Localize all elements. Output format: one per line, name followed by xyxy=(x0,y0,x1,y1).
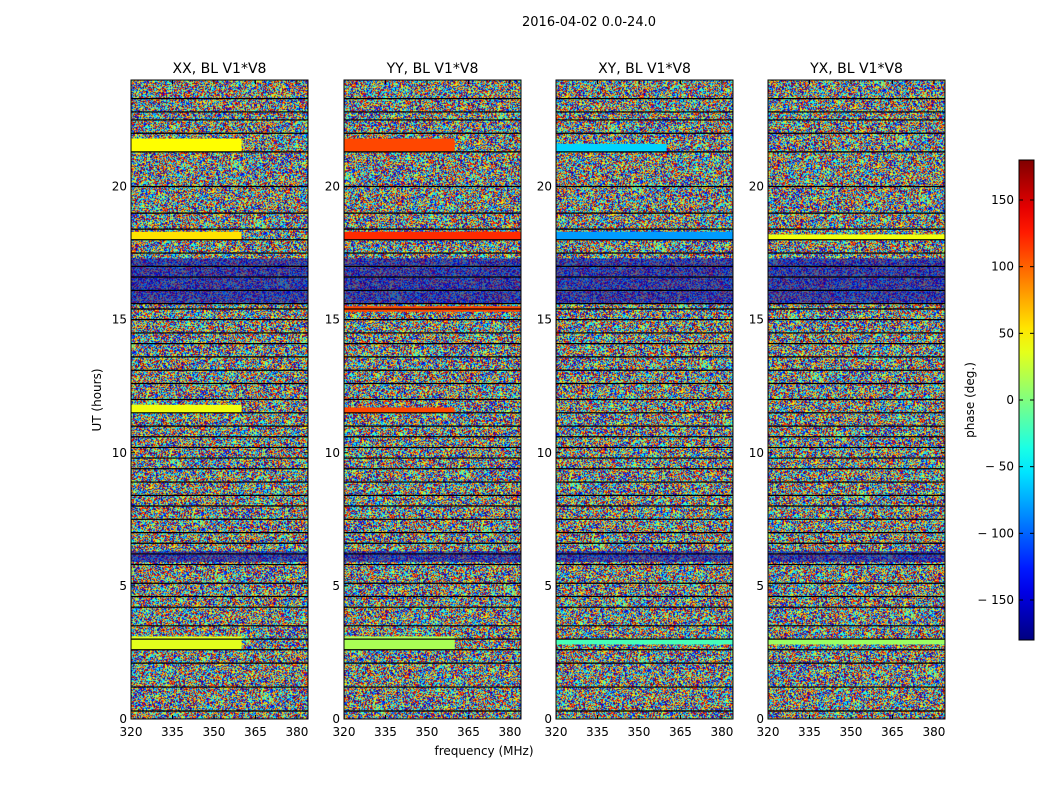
x-tick-label: 320 xyxy=(545,725,568,739)
dark-band xyxy=(556,258,733,304)
phase-band xyxy=(556,143,667,152)
dark-band xyxy=(131,551,308,562)
y-tick-label: 10 xyxy=(325,446,340,460)
phase-band xyxy=(131,231,242,240)
y-tick-label: 15 xyxy=(749,313,764,327)
x-tick-label: 320 xyxy=(120,725,143,739)
phase-band xyxy=(344,231,521,240)
x-tick-label: 365 xyxy=(244,725,267,739)
colorbar-tick-label: 50 xyxy=(999,326,1014,340)
panel-title: YY, BL V1*V8 xyxy=(386,61,479,77)
x-tick-label: 350 xyxy=(628,725,651,739)
dark-band xyxy=(344,551,521,562)
y-tick-label: 5 xyxy=(544,579,552,593)
phase-band xyxy=(344,407,455,413)
phase-band xyxy=(556,639,733,645)
colorbar-tick-label: 100 xyxy=(991,260,1014,274)
x-tick-label: 380 xyxy=(285,725,308,739)
dark-band xyxy=(556,551,733,562)
x-tick-label: 365 xyxy=(881,725,904,739)
x-axis-label: frequency (MHz) xyxy=(434,744,533,758)
panel-xy: XY, BL V1*V8 320 335 350 365 380 0 5 10 15 20 xyxy=(537,61,734,739)
phase-band xyxy=(556,231,733,240)
dark-band xyxy=(768,551,945,562)
panel-frame xyxy=(767,79,946,720)
y-tick-label: 15 xyxy=(325,313,340,327)
phase-band xyxy=(131,404,242,413)
y-tick-label: 10 xyxy=(112,446,127,460)
dark-band xyxy=(131,258,308,304)
dark-band xyxy=(768,258,945,304)
x-tick-label: 350 xyxy=(416,725,439,739)
y-tick-label: 15 xyxy=(112,313,127,327)
y-tick-label: 0 xyxy=(332,712,340,726)
x-tick-label: 335 xyxy=(798,725,821,739)
phase-band xyxy=(768,234,945,240)
phase-band xyxy=(344,138,455,152)
colorbar-tick-label: 150 xyxy=(991,193,1014,207)
panel-yx: YX, BL V1*V8 320 335 350 365 380 0 5 10 15 20 xyxy=(749,61,946,739)
x-tick-label: 350 xyxy=(840,725,863,739)
y-tick-label: 5 xyxy=(332,579,340,593)
x-tick-label: 335 xyxy=(374,725,397,739)
panel-xx: XX, BL V1*V8 320 335 350 365 380 0 5 10 15 20 xyxy=(112,61,309,739)
y-tick-label: 20 xyxy=(112,180,127,194)
panel-frame xyxy=(555,79,734,720)
x-tick-label: 350 xyxy=(203,725,226,739)
phase-band xyxy=(768,639,945,645)
panel-frame xyxy=(343,79,522,720)
panel-frame xyxy=(130,79,309,720)
panel-title: XY, BL V1*V8 xyxy=(598,61,691,77)
y-tick-label: 20 xyxy=(537,180,552,194)
colorbar-tick-label: − 100 xyxy=(977,526,1014,540)
panel-title: XX, BL V1*V8 xyxy=(173,61,267,77)
y-tick-label: 15 xyxy=(537,313,552,327)
x-tick-label: 320 xyxy=(757,725,780,739)
x-tick-label: 380 xyxy=(710,725,733,739)
x-tick-label: 380 xyxy=(922,725,945,739)
y-tick-label: 0 xyxy=(756,712,764,726)
y-tick-label: 5 xyxy=(119,579,127,593)
dark-band xyxy=(344,258,521,304)
y-axis-label: UT (hours) xyxy=(90,368,104,431)
y-tick-label: 20 xyxy=(749,180,764,194)
x-tick-label: 335 xyxy=(161,725,184,739)
x-tick-label: 365 xyxy=(669,725,692,739)
panel-title: YX, BL V1*V8 xyxy=(809,61,903,77)
x-tick-label: 320 xyxy=(333,725,356,739)
y-tick-label: 20 xyxy=(325,180,340,194)
figure-title: 2016-04-02 0.0-24.0 xyxy=(522,15,656,30)
colorbar: 150 100 50 0 − 50 − 100 − 150 xyxy=(977,159,1035,641)
phase-band xyxy=(131,636,242,650)
panel-yy: YY, BL V1*V8 320 335 350 365 380 0 5 10 15 20 xyxy=(325,61,522,739)
colorbar-label: phase (deg.) xyxy=(963,362,977,438)
y-tick-label: 10 xyxy=(749,446,764,460)
y-tick-label: 0 xyxy=(544,712,552,726)
x-tick-label: 380 xyxy=(498,725,521,739)
x-tick-label: 335 xyxy=(586,725,609,739)
colorbar-tick-label: − 150 xyxy=(977,593,1014,607)
y-tick-label: 0 xyxy=(119,712,127,726)
y-tick-label: 10 xyxy=(537,446,552,460)
phase-band xyxy=(344,636,455,650)
phase-band xyxy=(131,138,242,152)
y-tick-label: 5 xyxy=(756,579,764,593)
colorbar-tick-label: − 50 xyxy=(985,460,1014,474)
colorbar-tick-label: 0 xyxy=(1006,393,1014,407)
x-tick-label: 365 xyxy=(457,725,480,739)
